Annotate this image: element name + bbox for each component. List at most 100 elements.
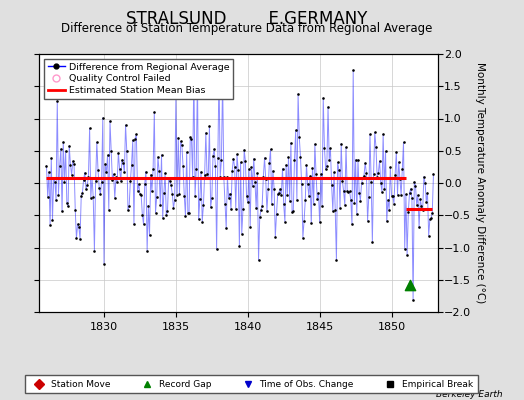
Point bbox=[231, 164, 239, 170]
Point bbox=[295, 134, 303, 140]
Point bbox=[201, 172, 209, 178]
Point bbox=[311, 141, 319, 147]
Text: Difference of Station Temperature Data from Regional Average: Difference of Station Temperature Data f… bbox=[61, 22, 432, 35]
Point bbox=[177, 138, 185, 145]
Point bbox=[96, 191, 105, 198]
Point bbox=[384, 197, 392, 203]
Point bbox=[403, 252, 411, 258]
Point bbox=[270, 186, 278, 192]
Point bbox=[215, 69, 223, 75]
Point bbox=[211, 163, 220, 169]
Point bbox=[251, 179, 259, 185]
Point bbox=[405, 282, 413, 288]
Point bbox=[252, 205, 260, 211]
Point bbox=[335, 166, 343, 173]
Point bbox=[208, 195, 216, 202]
Point bbox=[257, 207, 265, 213]
Point bbox=[191, 193, 199, 200]
Point bbox=[180, 193, 189, 199]
Point bbox=[368, 239, 377, 245]
Point bbox=[388, 193, 397, 199]
Point bbox=[408, 195, 416, 201]
Point bbox=[424, 232, 433, 239]
Point bbox=[416, 196, 424, 202]
Point bbox=[226, 190, 234, 197]
Point bbox=[247, 164, 256, 170]
Point bbox=[385, 207, 394, 213]
Point bbox=[332, 257, 341, 263]
Point bbox=[150, 109, 158, 115]
Point bbox=[103, 152, 112, 158]
Point bbox=[417, 203, 425, 209]
Point bbox=[400, 246, 409, 252]
Point bbox=[61, 148, 70, 154]
Point bbox=[224, 195, 233, 201]
Point bbox=[165, 175, 173, 181]
Point bbox=[404, 209, 412, 216]
Point bbox=[316, 171, 325, 177]
Point bbox=[245, 166, 253, 172]
Point bbox=[278, 165, 287, 172]
Point bbox=[264, 186, 272, 192]
Y-axis label: Monthly Temperature Anomaly Difference (°C): Monthly Temperature Anomaly Difference (… bbox=[475, 62, 485, 304]
Point bbox=[411, 182, 420, 189]
Point bbox=[219, 77, 227, 83]
Point bbox=[367, 178, 375, 185]
Point bbox=[360, 172, 368, 179]
Point bbox=[214, 155, 222, 162]
Point bbox=[348, 221, 356, 228]
Point bbox=[300, 218, 308, 224]
Point bbox=[81, 170, 89, 176]
Point bbox=[397, 192, 405, 198]
Point bbox=[302, 162, 311, 168]
Point bbox=[354, 157, 362, 163]
Point bbox=[358, 174, 367, 181]
Point bbox=[158, 214, 167, 221]
Point bbox=[291, 127, 300, 134]
Point bbox=[294, 91, 302, 97]
Point bbox=[86, 195, 95, 201]
Point bbox=[217, 157, 226, 164]
Point bbox=[105, 206, 113, 213]
Point bbox=[318, 203, 326, 209]
Point bbox=[373, 174, 381, 180]
Point bbox=[122, 122, 130, 128]
Point bbox=[307, 220, 315, 227]
Point bbox=[102, 169, 111, 175]
Point bbox=[73, 221, 82, 227]
Point bbox=[303, 180, 312, 187]
Point bbox=[216, 174, 224, 180]
Point bbox=[80, 176, 88, 183]
Point bbox=[370, 129, 379, 136]
Point bbox=[372, 144, 380, 150]
Point bbox=[428, 209, 436, 216]
Point bbox=[84, 173, 93, 180]
Point bbox=[241, 158, 249, 164]
Point bbox=[407, 186, 415, 192]
Point bbox=[271, 234, 279, 240]
Point bbox=[156, 202, 165, 208]
Point bbox=[337, 140, 345, 147]
Point bbox=[228, 168, 236, 174]
Point bbox=[93, 139, 101, 146]
Point bbox=[68, 172, 76, 178]
Point bbox=[91, 178, 100, 184]
Point bbox=[234, 167, 243, 173]
Point bbox=[85, 125, 94, 131]
Point bbox=[76, 235, 84, 242]
Point bbox=[419, 206, 427, 213]
Point bbox=[143, 248, 151, 254]
Point bbox=[285, 154, 293, 160]
Point bbox=[132, 131, 140, 137]
Point bbox=[169, 205, 178, 212]
Point bbox=[243, 193, 251, 199]
Point bbox=[204, 174, 212, 181]
Point bbox=[314, 190, 323, 196]
Point bbox=[263, 208, 271, 214]
Point bbox=[63, 200, 71, 206]
Point bbox=[275, 189, 283, 196]
Point bbox=[338, 178, 346, 184]
Point bbox=[349, 67, 357, 73]
Point bbox=[341, 201, 349, 208]
Point bbox=[352, 156, 360, 163]
